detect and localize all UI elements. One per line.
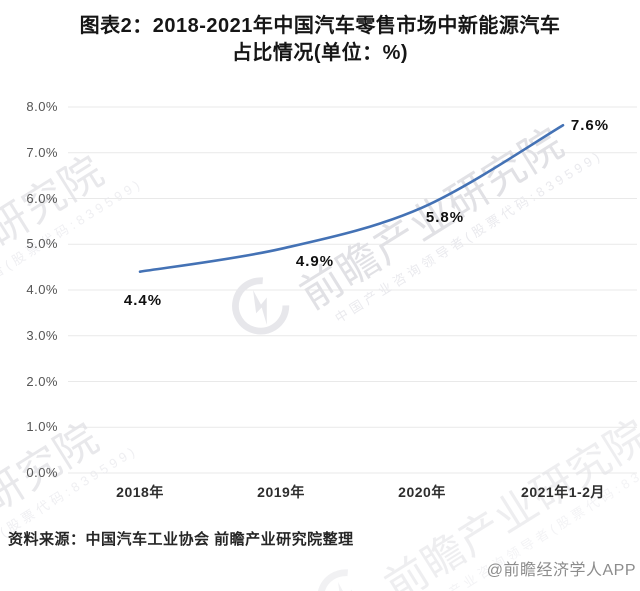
source-note: 资料来源：中国汽车工业协会 前瞻产业研究院整理 [8,531,354,548]
chart-title-line-1: 图表2：2018-2021年中国汽车零售市场中新能源汽车 [79,15,561,37]
chart-title-line-2: 占比情况(单位：%) [231,42,409,64]
credit-note: @前瞻经济学人APP [486,562,636,579]
trend-line [138,124,565,273]
chart-title: 图表2：2018-2021年中国汽车零售市场中新能源汽车 占比情况(单位：%) [0,13,640,67]
